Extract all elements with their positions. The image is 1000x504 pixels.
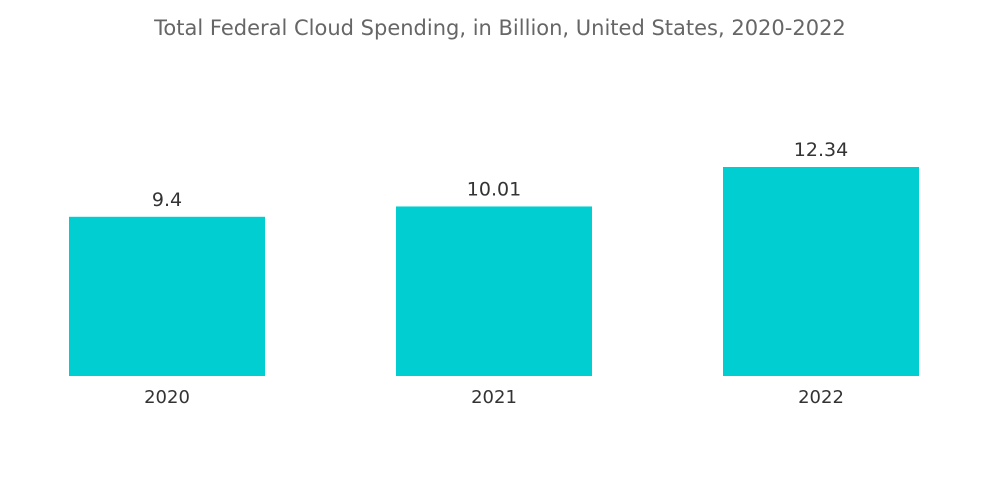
value-label-2021: 10.01 bbox=[467, 178, 521, 200]
chart-title: Total Federal Cloud Spending, in Billion… bbox=[154, 16, 846, 40]
bars-layer bbox=[69, 167, 919, 376]
value-label-2022: 12.34 bbox=[794, 139, 848, 161]
x-tick-label-2022: 2022 bbox=[798, 387, 844, 408]
bar-2022 bbox=[723, 167, 919, 376]
x-axis-tick-labels: 2020 2021 2022 bbox=[144, 387, 844, 408]
bar-2021 bbox=[396, 206, 592, 376]
x-tick-label-2021: 2021 bbox=[471, 387, 517, 408]
x-tick-label-2020: 2020 bbox=[144, 387, 190, 408]
bar-2020 bbox=[69, 216, 265, 376]
value-labels-layer: 9.4 10.01 12.34 bbox=[152, 139, 848, 211]
value-label-2020: 9.4 bbox=[152, 189, 182, 211]
